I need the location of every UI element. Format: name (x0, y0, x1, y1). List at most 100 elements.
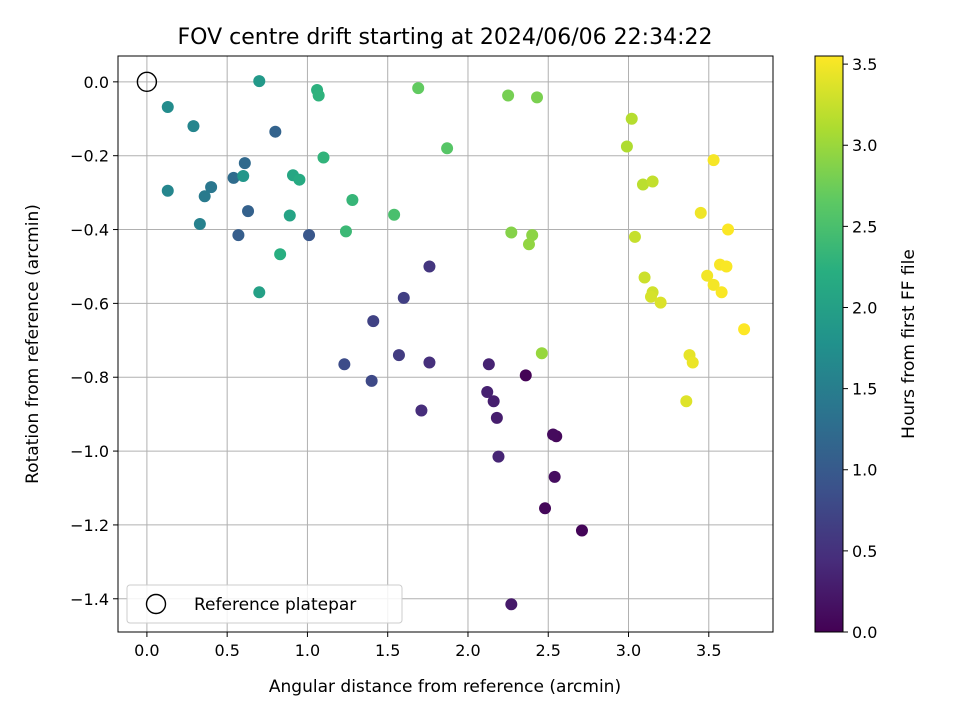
y-tick-label: −1.0 (70, 442, 109, 461)
legend-box (126, 584, 403, 624)
data-point (505, 226, 518, 239)
colorbar-label: Hours from first FF file (899, 249, 919, 439)
data-point (269, 125, 282, 138)
data-point (539, 502, 552, 515)
data-point (707, 154, 720, 167)
x-tick-label: 1.0 (295, 641, 320, 660)
data-point (412, 82, 425, 95)
data-point (441, 142, 454, 155)
data-point (253, 75, 266, 88)
data-point (338, 358, 351, 371)
data-point (620, 140, 633, 153)
data-point (548, 470, 561, 483)
y-axis-ticks: 0.0 −0.2 −0.4 −0.6 −0.8 −1.0 −1.2 −1.4 (70, 73, 118, 609)
data-point (722, 223, 735, 236)
data-point (415, 404, 428, 417)
data-point (423, 260, 436, 273)
colorbar-tick-label: 1.0 (852, 461, 877, 480)
data-point (312, 89, 325, 102)
data-point (339, 225, 352, 238)
y-axis-label: Rotation from reference (arcmin) (23, 204, 43, 484)
data-point (519, 369, 532, 382)
data-point (198, 190, 211, 203)
data-point (482, 358, 495, 371)
data-point (505, 598, 518, 611)
data-point (638, 271, 651, 284)
data-point (715, 286, 728, 299)
x-tick-label: 3.0 (616, 641, 641, 660)
y-tick-label: 0.0 (84, 73, 109, 92)
y-tick-label: −0.4 (70, 221, 109, 240)
chart-title: FOV centre drift starting at 2024/06/06 … (178, 25, 713, 50)
data-point (392, 349, 405, 362)
y-tick-label: −1.2 (70, 516, 109, 535)
colorbar-tick-label: 0.5 (852, 542, 877, 561)
data-point (161, 184, 174, 197)
data-point (227, 171, 240, 184)
data-point (707, 278, 720, 291)
data-point (686, 356, 699, 369)
data-point (490, 411, 503, 424)
data-point (237, 170, 250, 182)
data-points (136, 71, 751, 611)
data-point (283, 209, 296, 222)
colorbar-tick-label: 0.0 (852, 623, 877, 642)
data-point (238, 157, 251, 170)
y-tick-label: −0.8 (70, 368, 109, 387)
data-point (654, 296, 667, 309)
data-point (232, 229, 245, 242)
plot-frame (117, 55, 774, 633)
data-point (694, 206, 707, 219)
x-tick-label: 0.5 (214, 641, 239, 660)
data-point (738, 323, 751, 336)
data-point (487, 395, 500, 408)
data-point (644, 290, 657, 303)
data-point (646, 175, 659, 188)
data-point (628, 230, 641, 243)
data-point (701, 269, 714, 282)
data-point (367, 315, 380, 328)
data-point (293, 173, 306, 186)
colorbar-tick-label: 2.0 (852, 298, 877, 317)
data-point (575, 524, 588, 537)
x-axis-ticks: 0.0 0.5 1.0 1.5 2.0 2.5 3.0 3.5 (134, 632, 722, 660)
data-point (526, 229, 539, 242)
data-point (187, 120, 200, 133)
data-point (397, 291, 410, 304)
legend-label: Reference platepar (194, 595, 356, 615)
data-point (303, 229, 316, 242)
data-point (205, 181, 218, 194)
colorbar (814, 55, 844, 633)
data-point (242, 205, 255, 218)
data-point (531, 91, 544, 104)
x-axis-label: Angular distance from reference (arcmin) (269, 677, 621, 697)
y-tick-label: −0.2 (70, 147, 109, 166)
data-point (502, 89, 515, 102)
data-point (317, 151, 330, 164)
x-tick-label: 0.0 (134, 641, 159, 660)
data-point (193, 218, 206, 230)
legend: Reference platepar (126, 584, 403, 624)
data-point (365, 374, 378, 387)
data-point (274, 248, 287, 261)
colorbar-ticks: 0.0 0.5 1.0 1.5 2.0 2.5 3.0 3.5 (843, 55, 877, 642)
data-point (720, 260, 733, 273)
grid-lines (118, 56, 773, 632)
x-tick-label: 2.5 (536, 641, 561, 660)
data-point (522, 238, 535, 251)
reference-point-marker (136, 71, 158, 93)
colorbar-tick-label: 1.5 (852, 380, 877, 399)
x-tick-label: 3.5 (696, 641, 721, 660)
colorbar-tick-label: 3.0 (852, 136, 877, 155)
colorbar-tick-label: 2.5 (852, 217, 877, 236)
x-tick-label: 2.0 (455, 641, 480, 660)
data-point (423, 356, 436, 369)
data-point (535, 347, 548, 360)
data-point (161, 100, 174, 113)
x-tick-label: 1.5 (375, 641, 400, 660)
data-point (253, 286, 266, 299)
data-point (625, 112, 638, 125)
y-tick-label: −1.4 (70, 590, 109, 609)
data-point (492, 450, 505, 463)
